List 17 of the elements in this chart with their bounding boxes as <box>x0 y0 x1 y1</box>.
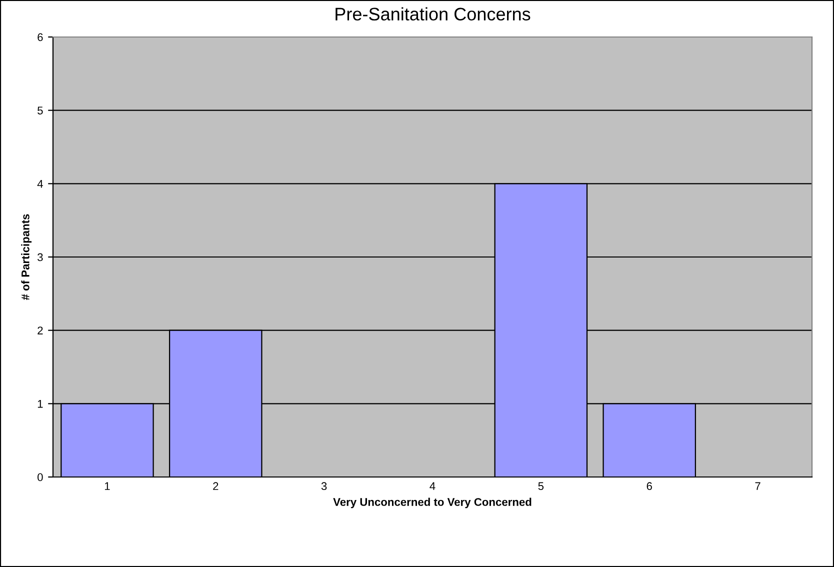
x-tick-label: 3 <box>321 482 327 490</box>
y-tick-label: 2 <box>38 326 43 334</box>
x-tick-label: 1 <box>104 482 110 490</box>
y-tick-label: 1 <box>38 400 43 408</box>
x-tick-label: 2 <box>213 482 218 490</box>
x-tick-label: 6 <box>646 482 652 490</box>
y-tick-label: 0 <box>38 473 43 482</box>
y-axis-title: # of Participants <box>21 214 32 300</box>
x-tick-label: 4 <box>430 482 436 490</box>
y-tick-label: 4 <box>37 180 43 188</box>
y-tick-label: 5 <box>38 106 43 114</box>
x-tick-label: 5 <box>538 482 544 490</box>
x-axis-title: Very Unconcerned to Very Concerned <box>333 498 532 508</box>
x-tick-label: 7 <box>755 482 760 490</box>
y-tick-label: 6 <box>38 33 43 42</box>
y-tick-label: 3 <box>38 253 43 262</box>
chart-title: Pre-Sanitation Concerns <box>336 7 530 21</box>
